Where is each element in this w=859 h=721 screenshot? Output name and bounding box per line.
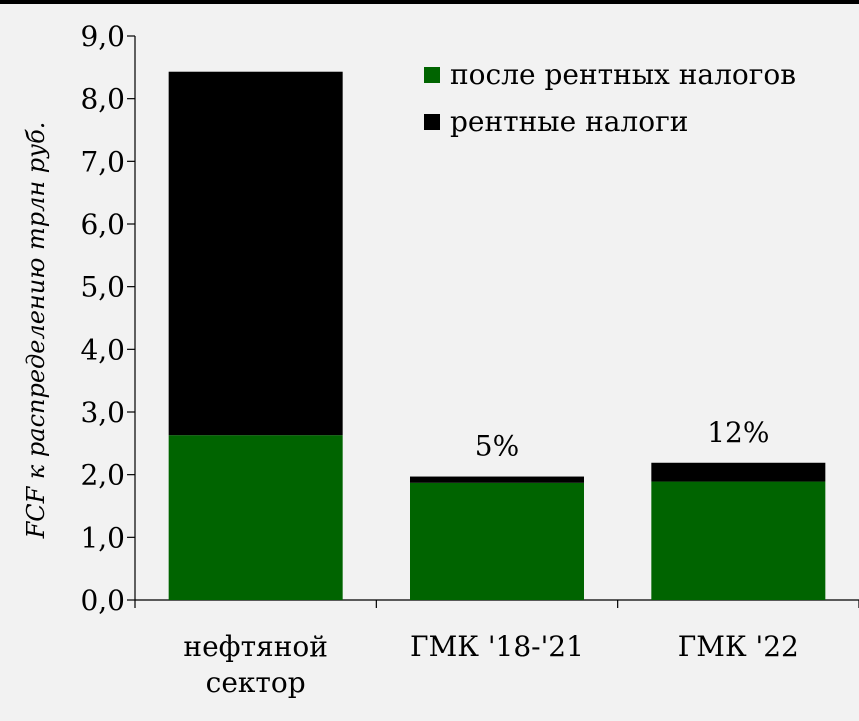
y-tick-label: 5,0 (80, 271, 125, 304)
y-tick-label: 1,0 (80, 521, 125, 554)
y-tick-label: 7,0 (80, 145, 125, 178)
bar-segment-after-rent-taxes (410, 482, 584, 600)
bar-segment-after-rent-taxes (168, 435, 343, 600)
y-tick-label: 8,0 (80, 83, 125, 116)
y-tick-label: 6,0 (80, 208, 125, 241)
category-label: нефтяной (183, 630, 327, 663)
category-label: ГМК '18-'21 (410, 630, 584, 663)
rent-tax-share-label: 12% (707, 416, 769, 449)
category-label: ГМК '22 (678, 630, 799, 663)
category-label: сектор (206, 666, 306, 699)
bar-segment-rent-taxes (168, 71, 343, 436)
bar-segment-rent-taxes (410, 476, 584, 483)
y-tick-label: 0,0 (80, 584, 125, 617)
legend-label: после рентных налогов (450, 58, 796, 91)
rent-tax-share-label: 5% (475, 430, 519, 463)
legend-swatch (424, 114, 440, 130)
y-tick-label: 4,0 (80, 333, 125, 366)
y-tick-label: 9,0 (80, 20, 125, 53)
y-axis-label: FCF к распределению трлн руб. (22, 122, 50, 540)
bar-segment-after-rent-taxes (651, 481, 826, 600)
bar-segment-rent-taxes (651, 462, 826, 482)
y-tick-label: 3,0 (80, 396, 125, 429)
legend-label: рентные налоги (450, 105, 688, 138)
legend-swatch (424, 67, 440, 83)
y-tick-label: 2,0 (80, 459, 125, 492)
top-rule (0, 0, 859, 4)
